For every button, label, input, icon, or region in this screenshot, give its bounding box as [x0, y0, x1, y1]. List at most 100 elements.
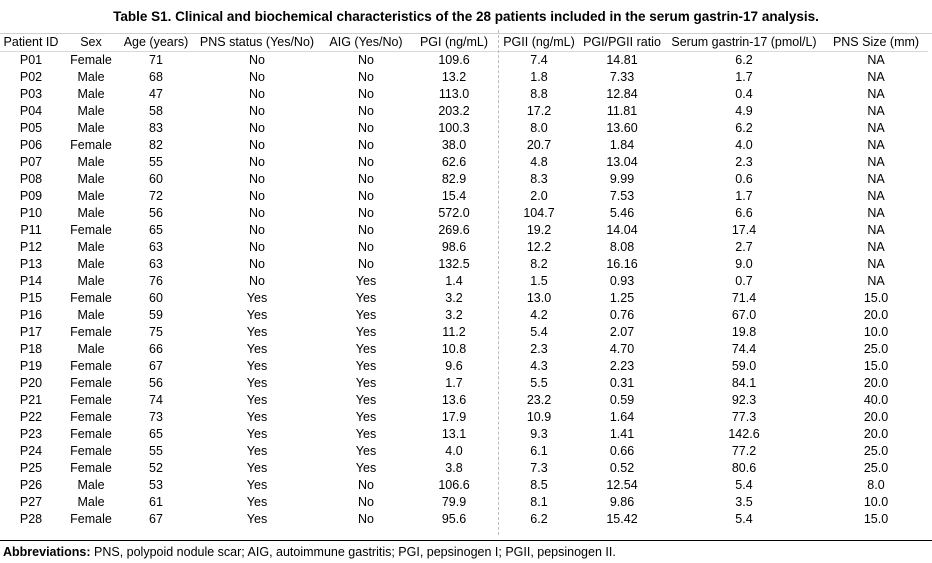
table-cell[interactable]: Male	[77, 478, 105, 492]
table-cell[interactable]: 83	[149, 121, 163, 135]
table-cell[interactable]: 80.6	[731, 461, 757, 475]
table-cell[interactable]: 60	[149, 172, 163, 186]
table-cell[interactable]: Male	[77, 274, 105, 288]
table-cell[interactable]: No	[249, 121, 265, 135]
table-cell[interactable]: No	[249, 274, 265, 288]
table-cell[interactable]: NA	[867, 274, 885, 288]
table-cell[interactable]: No	[358, 512, 374, 526]
table-cell[interactable]: P21	[19, 393, 43, 407]
table-cell[interactable]: Yes	[355, 359, 377, 373]
table-cell[interactable]: No	[249, 257, 265, 271]
table-cell[interactable]: 10.0	[863, 325, 889, 339]
table-cell[interactable]: Male	[77, 121, 105, 135]
table-cell[interactable]: 8.0	[867, 478, 885, 492]
table-cell[interactable]: 13.04	[606, 155, 638, 169]
table-cell[interactable]: P06	[19, 138, 43, 152]
table-cell[interactable]: 67	[149, 512, 163, 526]
table-cell[interactable]: 95.6	[441, 512, 467, 526]
table-cell[interactable]: P20	[19, 376, 43, 390]
table-cell[interactable]: P02	[19, 70, 43, 84]
table-cell[interactable]: 4.0	[445, 444, 463, 458]
table-cell[interactable]: 53	[149, 478, 163, 492]
table-cell[interactable]: No	[249, 138, 265, 152]
table-cell[interactable]: 6.2	[735, 53, 753, 67]
table-cell[interactable]: 84.1	[731, 376, 757, 390]
table-cell[interactable]: Male	[77, 206, 105, 220]
table-cell[interactable]: 63	[149, 257, 163, 271]
table-cell[interactable]: 0.4	[735, 87, 753, 101]
table-cell[interactable]: 12.84	[606, 87, 638, 101]
table-cell[interactable]: 16.16	[606, 257, 638, 271]
table-cell[interactable]: 5.4	[735, 478, 753, 492]
table-cell[interactable]: NA	[867, 121, 885, 135]
table-cell[interactable]: 2.0	[530, 189, 548, 203]
table-cell[interactable]: Yes	[246, 410, 268, 424]
table-cell[interactable]: No	[249, 155, 265, 169]
table-cell[interactable]: 0.31	[609, 376, 635, 390]
table-cell[interactable]: Female	[70, 376, 112, 390]
table-cell[interactable]: P28	[19, 512, 43, 526]
table-cell[interactable]: Yes	[355, 376, 377, 390]
table-cell[interactable]: P04	[19, 104, 43, 118]
table-cell[interactable]: 25.0	[863, 444, 889, 458]
table-cell[interactable]: NA	[867, 189, 885, 203]
table-cell[interactable]: Yes	[246, 325, 268, 339]
table-cell[interactable]: NA	[867, 257, 885, 271]
table-cell[interactable]: No	[358, 53, 374, 67]
table-cell[interactable]: Yes	[246, 427, 268, 441]
table-cell[interactable]: NA	[867, 104, 885, 118]
table-cell[interactable]: Yes	[355, 291, 377, 305]
table-cell[interactable]: No	[358, 121, 374, 135]
table-cell[interactable]: 10.0	[863, 495, 889, 509]
table-cell[interactable]: 74	[149, 393, 163, 407]
table-cell[interactable]: Female	[70, 138, 112, 152]
table-cell[interactable]: 4.8	[530, 155, 548, 169]
table-cell[interactable]: P25	[19, 461, 43, 475]
table-cell[interactable]: Female	[70, 359, 112, 373]
table-cell[interactable]: 8.2	[530, 257, 548, 271]
table-cell[interactable]: 9.6	[445, 359, 463, 373]
table-cell[interactable]: Yes	[246, 376, 268, 390]
table-cell[interactable]: 2.07	[609, 325, 635, 339]
table-cell[interactable]: Yes	[246, 478, 268, 492]
table-cell[interactable]: NA	[867, 172, 885, 186]
table-cell[interactable]: 1.7	[735, 189, 753, 203]
table-cell[interactable]: 40.0	[863, 393, 889, 407]
table-cell[interactable]: 3.5	[735, 495, 753, 509]
table-cell[interactable]: Female	[70, 427, 112, 441]
table-cell[interactable]: NA	[867, 155, 885, 169]
table-cell[interactable]: P24	[19, 444, 43, 458]
table-cell[interactable]: P17	[19, 325, 43, 339]
table-cell[interactable]: 15.42	[606, 512, 638, 526]
table-cell[interactable]: 98.6	[441, 240, 467, 254]
table-cell[interactable]: 56	[149, 376, 163, 390]
table-cell[interactable]: 12.54	[606, 478, 638, 492]
table-cell[interactable]: 65	[149, 223, 163, 237]
table-cell[interactable]: 52	[149, 461, 163, 475]
column-header[interactable]: AIG (Yes/No)	[322, 34, 410, 52]
table-cell[interactable]: 0.93	[609, 274, 635, 288]
table-cell[interactable]: 15.0	[863, 512, 889, 526]
table-cell[interactable]: 73	[149, 410, 163, 424]
table-cell[interactable]: 8.08	[609, 240, 635, 254]
table-cell[interactable]: 12.2	[526, 240, 552, 254]
table-cell[interactable]: 68	[149, 70, 163, 84]
table-cell[interactable]: 15.0	[863, 291, 889, 305]
table-cell[interactable]: Yes	[355, 461, 377, 475]
table-cell[interactable]: Male	[77, 189, 105, 203]
table-cell[interactable]: 104.7	[523, 206, 555, 220]
table-cell[interactable]: 0.66	[609, 444, 635, 458]
table-cell[interactable]: 77.2	[731, 444, 757, 458]
table-cell[interactable]: Female	[70, 444, 112, 458]
column-header[interactable]: PNS Size (mm)	[824, 34, 928, 52]
table-cell[interactable]: Yes	[355, 410, 377, 424]
table-cell[interactable]: No	[358, 478, 374, 492]
table-cell[interactable]: 7.4	[530, 53, 548, 67]
table-cell[interactable]: P19	[19, 359, 43, 373]
table-cell[interactable]: P12	[19, 240, 43, 254]
table-cell[interactable]: NA	[867, 70, 885, 84]
table-cell[interactable]: P11	[20, 223, 42, 237]
table-cell[interactable]: No	[249, 206, 265, 220]
table-cell[interactable]: 0.7	[735, 274, 753, 288]
table-cell[interactable]: Yes	[246, 342, 268, 356]
